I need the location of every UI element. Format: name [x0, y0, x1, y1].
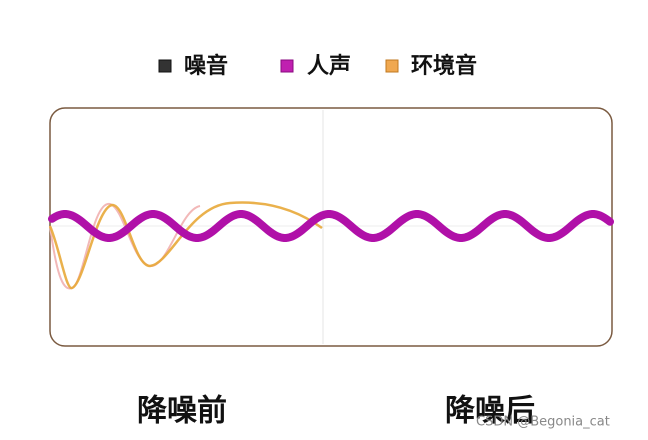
ambient-wave: [48, 201, 323, 290]
legend-swatch: [280, 59, 294, 73]
caption: 降噪前: [137, 394, 227, 429]
legend-swatch: [385, 59, 399, 73]
legend-label: 噪音: [184, 53, 228, 79]
watermark: CSDN @Begonia_cat: [476, 415, 610, 430]
voice-wave: [48, 210, 614, 242]
legend-swatch: [158, 59, 172, 73]
legend-label: 环境音: [411, 53, 477, 79]
caption: 降噪后: [445, 394, 535, 429]
legend-label: 人声: [307, 54, 351, 79]
